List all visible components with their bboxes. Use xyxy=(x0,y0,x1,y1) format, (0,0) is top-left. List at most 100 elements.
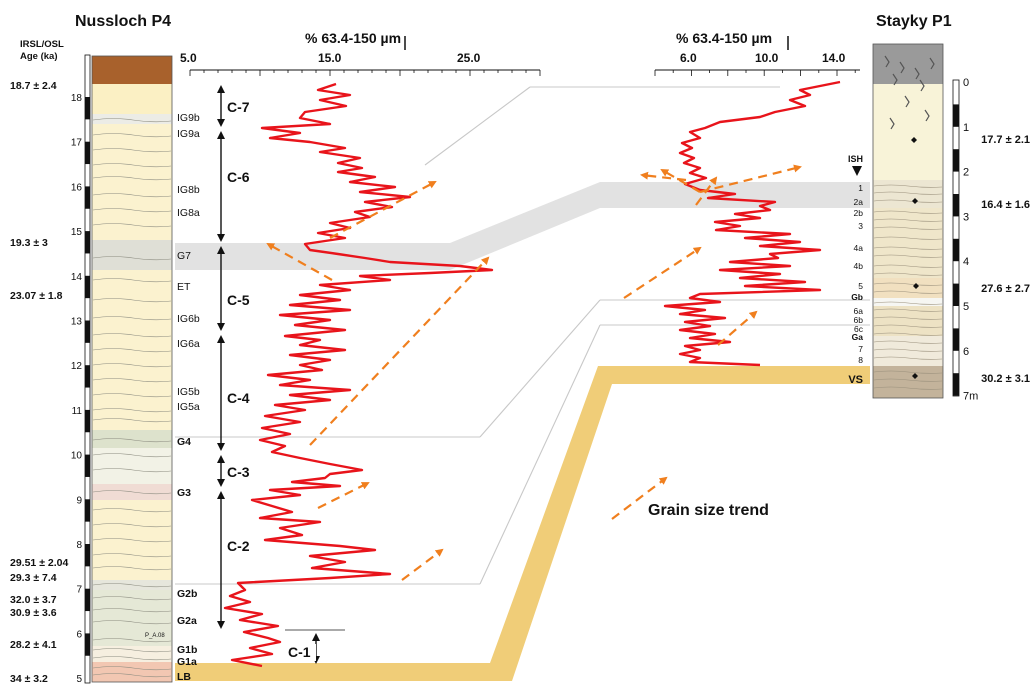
nussloch-depth-label: 8 xyxy=(76,540,82,551)
nussloch-horizon: G4 xyxy=(177,436,191,448)
stayky-horizon: 1 xyxy=(858,183,863,193)
nussloch-depth-label: 12 xyxy=(71,361,83,372)
nussloch-depth-label: 10 xyxy=(71,451,83,462)
cycle-label: C-7 xyxy=(227,99,250,115)
nussloch-depth-label: 16 xyxy=(71,182,83,193)
stayky-axis-label: % 63.4-150 µm xyxy=(676,30,772,46)
stayky-horizon: VS xyxy=(848,374,863,386)
stayky-age: 16.4 ± 1.6 xyxy=(981,199,1030,211)
nussloch-horizon: G7 xyxy=(177,250,191,262)
stayky-horizon: 4b xyxy=(854,261,864,271)
stayky-depth-label: 3 xyxy=(963,211,969,223)
nussloch-tick-15: 15.0 xyxy=(318,51,342,65)
nussloch-depth-label: 7 xyxy=(76,585,82,596)
stayky-tick-10: 10.0 xyxy=(755,51,779,65)
age-header-2: Age (ka) xyxy=(20,51,57,62)
nussloch-horizons: IG9b IG9a IG8b IG8a G7 ET IG6b IG6a IG5b IG5a G4 G3… xyxy=(177,112,200,683)
nussloch-tick-25: 25.0 xyxy=(457,51,481,65)
nussloch-horizon: LB xyxy=(177,671,191,683)
nussloch-depth-label: 9 xyxy=(76,495,82,506)
stayky-depth-label: 6 xyxy=(963,346,969,358)
correlation-lines xyxy=(175,86,870,631)
stayky-horizon: 6c xyxy=(854,324,864,334)
stayky-age: 17.7 ± 2.1 xyxy=(981,134,1030,146)
stayky-depth-label: 7m xyxy=(963,391,978,403)
stayky-horizon: 5 xyxy=(858,281,863,291)
legend: Grain size trend xyxy=(611,476,769,520)
stayky-horizon: 2a xyxy=(854,197,864,207)
nussloch-horizon: IG6b xyxy=(177,313,200,325)
nussloch-column: P_A.08 xyxy=(91,55,173,683)
stayky-horizon: 6a xyxy=(854,306,864,316)
nussloch-depth-scale: 18 17 16 15 14 13 12 11 10 9 8 7 6 5 xyxy=(71,54,91,684)
stayky-depth-label: 2 xyxy=(963,167,969,179)
stayky-horizon: 4a xyxy=(854,243,864,253)
stayky-horizon: 3 xyxy=(858,221,863,231)
nussloch-grain-axis: % 63.4-150 µm 5.0 15.0 25.0 xyxy=(180,30,541,76)
stayky-depth-scale: 0 1 2 3 4 5 6 7m xyxy=(952,77,978,403)
nussloch-age: 29.51 ± 2.04 xyxy=(10,557,68,569)
stayky-horizon: 6b xyxy=(854,315,864,325)
legend-label: Grain size trend xyxy=(648,502,769,519)
age-header-1: IRSL/OSL xyxy=(20,39,64,50)
sample-label: P_A.08 xyxy=(145,633,165,639)
stayky-horizon: 8 xyxy=(858,355,863,365)
nussloch-age: 30.9 ± 3.6 xyxy=(10,607,57,619)
cycle-label: C-3 xyxy=(227,464,250,480)
ish-label: ISH xyxy=(848,154,863,164)
stayky-ages: 17.7 ± 2.1 16.4 ± 1.6 27.6 ± 2.7 30.2 ± 3.1 xyxy=(911,134,1030,385)
stayky-depth-label: 5 xyxy=(963,301,969,313)
stayky-horizon: Ga xyxy=(852,332,864,342)
stayky-tick-6: 6.0 xyxy=(680,51,697,65)
nussloch-age: 18.7 ± 2.4 xyxy=(10,80,57,92)
nussloch-ages: 18.7 ± 2.4 19.3 ± 3 23.07 ± 1.8 29.51 ± 2.0… xyxy=(10,80,68,684)
nussloch-depth-label: 17 xyxy=(71,138,83,149)
grain-trend-arrows xyxy=(266,164,802,581)
nussloch-age: 34 ± 3.2 xyxy=(10,673,48,684)
nussloch-horizon: IG5b xyxy=(177,386,200,398)
cycle-annotations: C-7 C-6 C-5 C-4 C-3 C-2 C-1 xyxy=(217,85,320,664)
stayky-age: 30.2 ± 3.1 xyxy=(981,373,1030,385)
cycle-label: C-5 xyxy=(227,292,250,308)
nussloch-horizon: G1b xyxy=(177,644,197,656)
nussloch-title: Nussloch P4 xyxy=(75,13,171,30)
nussloch-age: 28.2 ± 4.1 xyxy=(10,639,57,651)
nussloch-horizon: ET xyxy=(177,281,191,293)
nussloch-depth-label: 14 xyxy=(71,272,83,283)
nussloch-grain-curve xyxy=(223,82,494,668)
nussloch-depth-label: 11 xyxy=(72,406,83,417)
stayky-horizon: Gb xyxy=(851,292,863,302)
nussloch-age: 23.07 ± 1.8 xyxy=(10,290,63,302)
stayky-age: 27.6 ± 2.7 xyxy=(981,283,1030,295)
stayky-depth-label: 0 xyxy=(963,77,969,89)
nussloch-depth-label: 5 xyxy=(76,674,82,684)
nussloch-age: 32.0 ± 3.7 xyxy=(10,594,57,606)
nussloch-age: 19.3 ± 3 xyxy=(10,237,48,249)
nussloch-horizon: G1a xyxy=(177,656,197,668)
stayky-horizon: 2b xyxy=(854,208,864,218)
nussloch-horizon: G3 xyxy=(177,487,191,499)
nussloch-depth-label: 15 xyxy=(71,227,83,238)
grey-correlation-band xyxy=(175,182,870,270)
cycle-label: C-1 xyxy=(288,644,311,660)
nussloch-horizon: IG9b xyxy=(177,112,200,124)
stayky-horizon: 7 xyxy=(858,344,863,354)
stayky-grain-axis: % 63.4-150 µm 6.0 10.0 14.0 xyxy=(654,30,860,76)
nussloch-depth-label: 18 xyxy=(71,93,83,104)
nussloch-horizon: IG9a xyxy=(177,128,200,140)
nussloch-axis-label: % 63.4-150 µm xyxy=(305,30,401,46)
nussloch-horizon: G2b xyxy=(177,588,197,600)
stayky-grain-curve xyxy=(663,80,841,367)
cycle-label: C-4 xyxy=(227,390,250,406)
yellow-correlation-band xyxy=(175,366,870,681)
nussloch-depth-label: 6 xyxy=(76,629,82,640)
stayky-tick-14: 14.0 xyxy=(822,51,846,65)
legend-arrow xyxy=(611,476,668,520)
ish-marker: ISH xyxy=(848,154,863,176)
nussloch-depth-label: 13 xyxy=(71,317,83,328)
nussloch-horizon: G2a xyxy=(177,615,197,627)
stayky-depth-label: 4 xyxy=(963,256,969,268)
nussloch-horizon: IG8b xyxy=(177,184,200,196)
